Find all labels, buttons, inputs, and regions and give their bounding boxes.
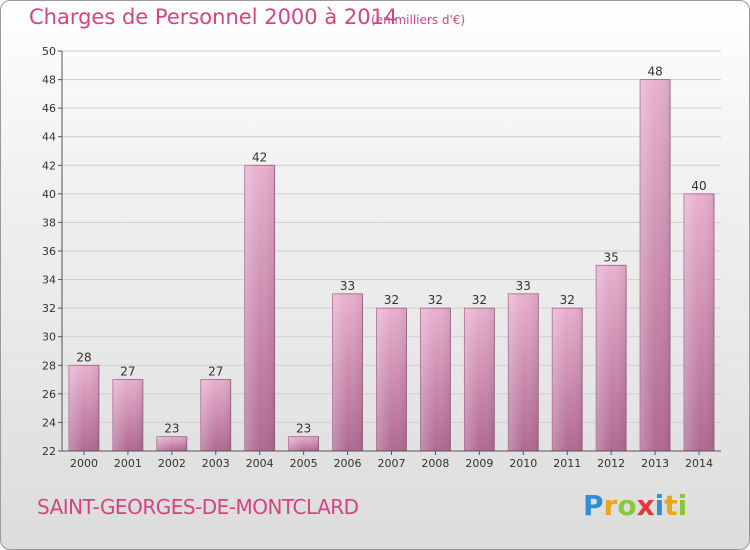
value-label: 27: [208, 365, 223, 379]
x-tick-label: 2007: [378, 457, 406, 470]
x-tick-label: 2009: [465, 457, 493, 470]
value-label: 27: [120, 365, 135, 379]
value-label: 32: [428, 293, 443, 307]
y-tick-label: 40: [42, 188, 56, 201]
x-tick-label: 2005: [290, 457, 318, 470]
bar-shade: [464, 308, 495, 451]
y-tick-label: 36: [42, 245, 56, 258]
y-tick-label: 32: [42, 302, 56, 315]
y-tick-label: 34: [42, 274, 56, 287]
value-label: 40: [691, 179, 706, 193]
bar-shade: [288, 436, 319, 451]
bar-shade: [332, 293, 363, 451]
bar-shade: [376, 308, 407, 451]
value-label: 33: [516, 279, 531, 293]
value-label: 32: [560, 293, 575, 307]
x-tick-label: 2013: [641, 457, 669, 470]
y-tick-label: 22: [42, 445, 56, 458]
bar-shade: [112, 379, 143, 451]
y-tick-label: 50: [42, 45, 56, 58]
bar-shade: [684, 193, 715, 451]
proxiti-logo: Proxiti: [583, 489, 688, 522]
bar-shade: [640, 79, 671, 452]
value-label: 48: [647, 65, 662, 79]
bar-shade: [200, 379, 231, 451]
bar-shade: [244, 165, 275, 452]
value-label: 23: [164, 422, 179, 436]
x-tick-label: 2002: [158, 457, 186, 470]
y-tick-label: 46: [42, 102, 56, 115]
y-tick-label: 42: [42, 159, 56, 172]
x-tick-label: 2011: [553, 457, 581, 470]
x-tick-label: 2006: [334, 457, 362, 470]
chart-subtitle: (en milliers d'€): [371, 13, 466, 27]
value-label: 33: [340, 279, 355, 293]
x-tick-label: 2014: [685, 457, 713, 470]
bar-shade: [420, 308, 451, 451]
value-label: 28: [76, 350, 91, 364]
bar-shade: [508, 293, 539, 451]
y-tick-label: 44: [42, 131, 56, 144]
y-tick-label: 30: [42, 331, 56, 344]
value-label: 42: [252, 150, 267, 164]
x-tick-label: 2001: [114, 457, 142, 470]
y-tick-label: 24: [42, 416, 56, 429]
x-tick-label: 2003: [202, 457, 230, 470]
bar-shade: [596, 265, 627, 451]
bar-shade: [68, 365, 99, 451]
x-tick-label: 2008: [421, 457, 449, 470]
x-tick-label: 2012: [597, 457, 625, 470]
axes: [58, 50, 721, 455]
bars: [68, 79, 715, 452]
y-tick-label: 26: [42, 388, 56, 401]
x-tick-label: 2010: [509, 457, 537, 470]
bar-shade: [552, 308, 583, 451]
commune-name: SAINT-GEORGES-DE-MONTCLARD: [37, 495, 359, 519]
y-tick-label: 48: [42, 74, 56, 87]
value-label: 23: [296, 422, 311, 436]
y-tick-label: 38: [42, 216, 56, 229]
x-tick-label: 2000: [70, 457, 98, 470]
bar-shade: [156, 436, 187, 451]
x-tick-label: 2004: [246, 457, 274, 470]
value-label: 35: [604, 250, 619, 264]
chart-title: Charges de Personnel 2000 à 2014: [29, 5, 398, 29]
y-tick-label: 28: [42, 359, 56, 372]
value-label: 32: [384, 293, 399, 307]
value-label: 32: [472, 293, 487, 307]
labels: 22 24 26 28 30 32 34 36 38 40 42 44 46 48 50 28 2000 27 20…: [42, 45, 713, 470]
